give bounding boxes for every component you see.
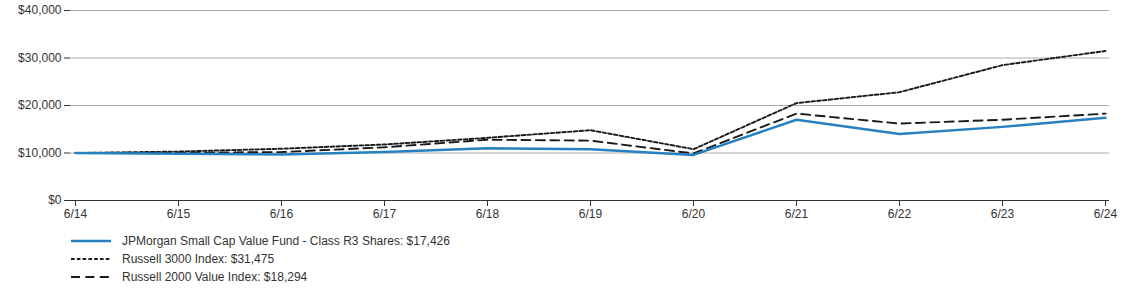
- svg-text:$40,000: $40,000: [18, 3, 62, 17]
- svg-text:$30,000: $30,000: [18, 51, 62, 65]
- svg-text:6/23: 6/23: [991, 207, 1015, 221]
- html-text:JPMorgan Small Cap Value Fund: JPMorgan Small Cap Value Fund - Class R3…: [122, 234, 450, 248]
- svg-text:6/14: 6/14: [64, 207, 88, 221]
- svg-text:6/19: 6/19: [579, 207, 603, 221]
- svg-text:6/15: 6/15: [167, 207, 191, 221]
- svg-text:6/20: 6/20: [682, 207, 706, 221]
- svg-text:6/24: 6/24: [1094, 207, 1118, 221]
- svg-text:6/17: 6/17: [373, 207, 397, 221]
- svg-text:6/18: 6/18: [476, 207, 500, 221]
- svg-text:6/22: 6/22: [888, 207, 912, 221]
- svg-text:6/21: 6/21: [785, 207, 809, 221]
- svg-text:$0: $0: [48, 193, 62, 207]
- html-text:Russell 2000 Value Index: $18,: Russell 2000 Value Index: $18,294: [122, 270, 308, 284]
- svg-text:$10,000: $10,000: [18, 146, 62, 160]
- html-text:Russell 3000 Index: $31,475: Russell 3000 Index: $31,475: [122, 252, 275, 266]
- svg-text:6/16: 6/16: [270, 207, 294, 221]
- svg-text:$20,000: $20,000: [18, 98, 62, 112]
